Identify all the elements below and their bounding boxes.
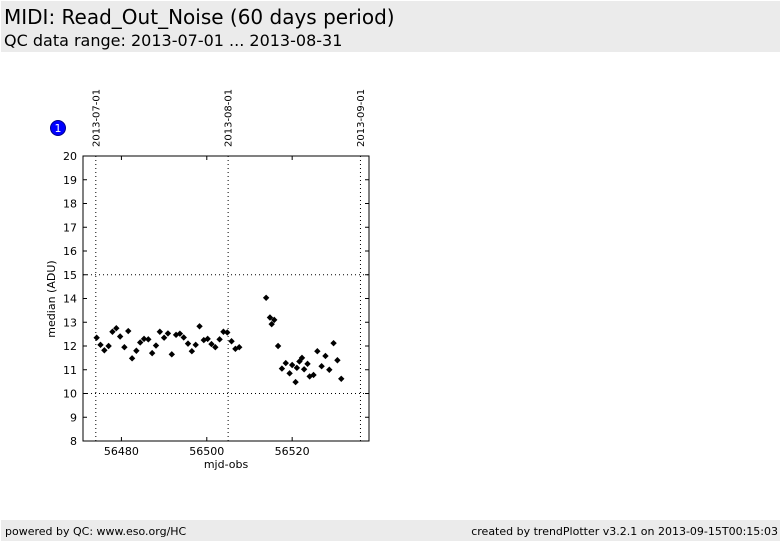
- data-point: [286, 370, 293, 377]
- data-point: [168, 351, 175, 358]
- y-tick-label: 20: [63, 150, 77, 163]
- data-point: [128, 355, 136, 362]
- data-point: [148, 349, 156, 357]
- data-point: [338, 375, 345, 382]
- y-tick-label: 10: [63, 388, 77, 401]
- data-point: [180, 334, 187, 341]
- data-point: [137, 339, 144, 346]
- data-point: [262, 294, 270, 301]
- y-tick-label: 8: [70, 435, 77, 448]
- data-point: [196, 323, 203, 330]
- data-point: [300, 366, 308, 373]
- data-point: [101, 347, 108, 354]
- data-point: [97, 341, 104, 349]
- y-tick-label: 15: [63, 269, 77, 282]
- y-tick-label: 18: [63, 198, 77, 211]
- data-point: [292, 378, 299, 386]
- data-point: [304, 360, 311, 368]
- data-point: [334, 357, 341, 364]
- data-point: [236, 343, 243, 351]
- plot-number-badge: 1: [50, 120, 66, 136]
- data-point: [184, 340, 192, 347]
- badge-label: 1: [55, 122, 62, 135]
- badge-circle: [50, 120, 66, 136]
- data-point: [105, 342, 112, 350]
- data-point: [318, 362, 325, 370]
- x-axis-label: mjd-obs: [204, 458, 249, 471]
- data-point: [152, 342, 160, 349]
- trend-chart: 1 2013-07-01 2013-08-01 2013-09-01 8 9 10 11 1…: [45, 89, 370, 471]
- date-marker-label: 2013-07-01: [91, 89, 102, 147]
- data-point: [140, 335, 148, 343]
- data-point: [282, 359, 289, 367]
- data-point: [266, 314, 274, 321]
- data-point: [121, 343, 128, 351]
- footer-powered-by: powered by QC: www.eso.org/HC: [5, 525, 187, 538]
- page-title: MIDI: Read_Out_Noise (60 days period): [4, 5, 395, 29]
- data-point: [93, 334, 100, 341]
- data-point: [156, 328, 164, 335]
- data-point: [274, 342, 282, 350]
- y-tick-label: 11: [63, 364, 77, 377]
- header-bar: MIDI: Read_Out_Noise (60 days period) QC…: [1, 1, 780, 52]
- date-marker-label: 2013-09-01: [356, 89, 367, 147]
- y-tick-label: 9: [70, 411, 77, 424]
- data-point: [145, 336, 152, 343]
- data-point: [224, 329, 231, 336]
- data-point: [314, 348, 321, 355]
- data-point: [188, 348, 196, 355]
- data-point: [322, 352, 329, 360]
- data-point: [278, 365, 286, 372]
- data-point: [271, 316, 278, 324]
- y-tick-label: 14: [63, 293, 77, 306]
- data-point: [326, 366, 333, 373]
- date-marker-label: 2013-08-01: [224, 89, 235, 147]
- data-point: [176, 330, 184, 337]
- data-point: [288, 361, 296, 369]
- data-point: [133, 347, 140, 354]
- data-point: [109, 328, 116, 335]
- data-point: [298, 354, 306, 362]
- plot-area: [82, 155, 370, 442]
- x-tick-label: 56520: [275, 445, 310, 458]
- y-tick-label: 17: [63, 221, 77, 234]
- data-point: [125, 327, 132, 335]
- data-point: [228, 338, 235, 345]
- y-tick-label: 16: [63, 245, 77, 258]
- data-point: [164, 330, 172, 337]
- data-point: [116, 333, 124, 340]
- data-point: [192, 341, 199, 349]
- data-point: [204, 335, 211, 343]
- y-tick-label: 13: [63, 316, 77, 329]
- data-point: [330, 339, 337, 347]
- data-point: [160, 334, 168, 341]
- footer-bar: powered by QC: www.eso.org/HC created by…: [1, 520, 780, 541]
- page-subtitle: QC data range: 2013-07-01 ... 2013-08-31: [4, 31, 343, 50]
- data-point: [268, 320, 275, 328]
- data-point: [212, 343, 219, 351]
- footer-created-by: created by trendPlotter v3.2.1 on 2013-0…: [471, 525, 778, 538]
- data-point: [310, 371, 317, 379]
- y-axis-label: median (ADU): [45, 260, 58, 337]
- x-tick-label: 56480: [104, 445, 139, 458]
- data-point: [293, 364, 301, 372]
- data-point: [113, 324, 120, 332]
- data-point: [216, 336, 223, 343]
- y-tick-label: 19: [63, 174, 77, 187]
- y-tick-label: 12: [63, 340, 77, 353]
- data-point: [208, 340, 215, 348]
- x-tick-label: 56500: [189, 445, 224, 458]
